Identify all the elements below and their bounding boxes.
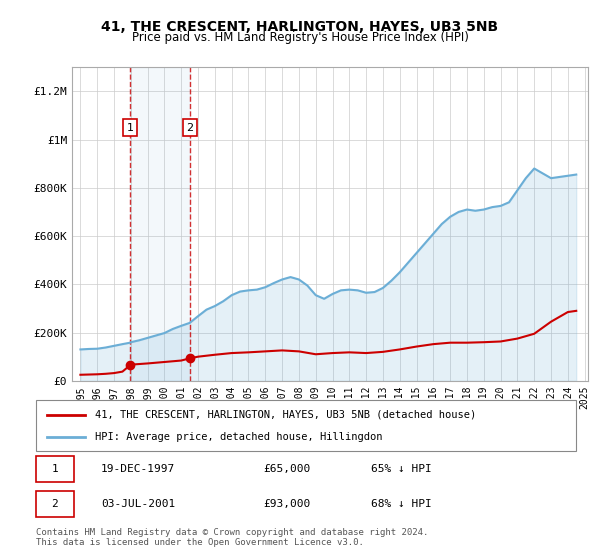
FancyBboxPatch shape (36, 400, 576, 451)
Text: 1: 1 (52, 464, 58, 474)
Text: £65,000: £65,000 (263, 464, 310, 474)
Text: 41, THE CRESCENT, HARLINGTON, HAYES, UB3 5NB (detached house): 41, THE CRESCENT, HARLINGTON, HAYES, UB3… (95, 409, 476, 419)
Text: Price paid vs. HM Land Registry's House Price Index (HPI): Price paid vs. HM Land Registry's House … (131, 31, 469, 44)
Bar (130, 67, 190, 381)
Text: 41, THE CRESCENT, HARLINGTON, HAYES, UB3 5NB: 41, THE CRESCENT, HARLINGTON, HAYES, UB3… (101, 20, 499, 34)
Text: HPI: Average price, detached house, Hillingdon: HPI: Average price, detached house, Hill… (95, 432, 383, 442)
Text: 19-DEC-1997: 19-DEC-1997 (101, 464, 175, 474)
Text: 2: 2 (186, 123, 193, 133)
Text: 1: 1 (127, 123, 134, 133)
Text: 03-JUL-2001: 03-JUL-2001 (101, 499, 175, 509)
Text: 2: 2 (52, 499, 58, 509)
Text: 65% ↓ HPI: 65% ↓ HPI (371, 464, 431, 474)
Text: 68% ↓ HPI: 68% ↓ HPI (371, 499, 431, 509)
FancyBboxPatch shape (36, 456, 74, 482)
Text: Contains HM Land Registry data © Crown copyright and database right 2024.
This d: Contains HM Land Registry data © Crown c… (36, 528, 428, 547)
Text: £93,000: £93,000 (263, 499, 310, 509)
FancyBboxPatch shape (36, 492, 74, 516)
